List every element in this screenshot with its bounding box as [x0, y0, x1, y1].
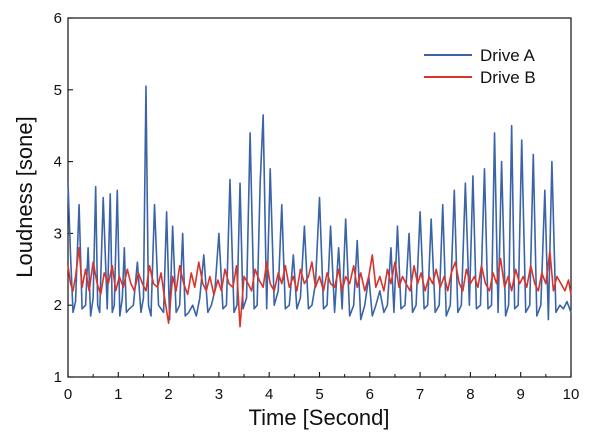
y-tick-label: 5: [54, 82, 62, 99]
y-axis-title: Loudness [sone]: [12, 116, 37, 277]
legend: Drive A Drive B: [424, 46, 536, 87]
x-tick-label: 10: [563, 386, 580, 403]
x-tick-label: 7: [416, 386, 424, 403]
x-tick-label: 3: [215, 386, 223, 403]
y-axis-ticks: 1 2 3 4 5 6: [54, 10, 73, 386]
x-tick-label: 8: [466, 386, 474, 403]
legend-label-drive-a: Drive A: [480, 46, 535, 65]
x-tick-label: 0: [64, 386, 72, 403]
x-tick-label: 9: [517, 386, 525, 403]
legend-label-drive-b: Drive B: [480, 68, 536, 87]
x-tick-label: 6: [366, 386, 374, 403]
x-axis-title: Time [Second]: [248, 405, 389, 430]
y-tick-label: 3: [54, 225, 62, 242]
y-tick-label: 4: [54, 154, 62, 171]
drive-a-series-line: [67, 85, 572, 321]
x-tick-label: 4: [265, 386, 273, 403]
y-tick-label: 6: [54, 10, 62, 27]
y-tick-label: 1: [54, 369, 62, 386]
x-tick-label: 1: [114, 386, 122, 403]
x-tick-label: 2: [164, 386, 172, 403]
y-tick-label: 2: [54, 297, 62, 314]
drive-b-series-line: [67, 246, 572, 328]
series-layer: [67, 85, 572, 328]
x-axis-ticks: 0 1 2 3 4 5 6 7 8 9 10: [64, 372, 580, 403]
x-tick-label: 5: [315, 386, 323, 403]
